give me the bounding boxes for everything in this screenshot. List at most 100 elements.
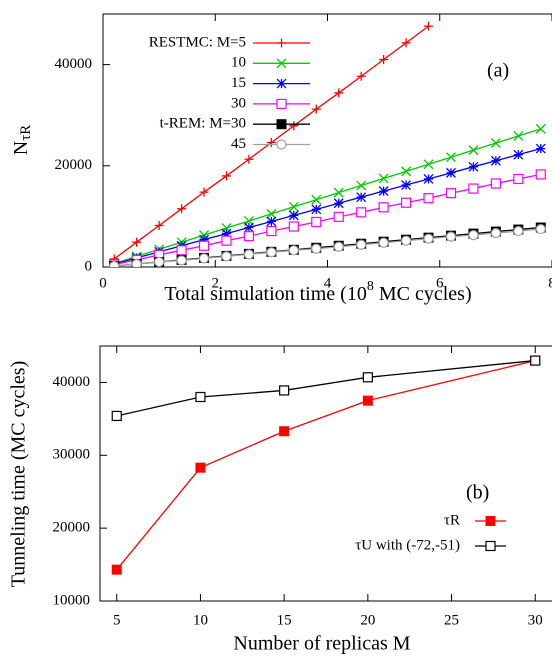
panel-label: (b) xyxy=(466,482,489,504)
marker xyxy=(243,222,254,233)
marker xyxy=(266,225,277,237)
y-axis-label: Tunneling time (MC cycles) xyxy=(8,361,30,587)
marker xyxy=(266,138,276,148)
marker xyxy=(468,230,479,241)
marker xyxy=(279,426,290,437)
marker xyxy=(446,152,456,163)
x-label-main: Total simulation time (10 xyxy=(164,283,366,305)
y-tick-label: 30000 xyxy=(53,447,91,463)
marker xyxy=(199,234,209,245)
x-tick-label: 6 xyxy=(436,275,444,291)
marker xyxy=(490,227,501,239)
marker xyxy=(362,372,373,383)
y-tick-label: 40000 xyxy=(55,56,93,72)
marker xyxy=(289,121,299,131)
marker xyxy=(530,355,541,366)
marker xyxy=(446,167,456,178)
marker xyxy=(334,88,344,98)
x-tick-label: 5 xyxy=(113,612,121,628)
marker xyxy=(132,237,142,247)
x-tick-label: 25 xyxy=(444,612,459,628)
marker xyxy=(490,178,501,189)
marker xyxy=(535,169,546,180)
marker xyxy=(288,210,299,221)
marker xyxy=(176,255,187,266)
series-line xyxy=(114,147,541,265)
y-tick-label: 40000 xyxy=(53,374,91,390)
marker xyxy=(154,221,164,231)
marker xyxy=(401,166,412,177)
legend-label: τR xyxy=(444,512,460,528)
marker xyxy=(195,391,206,403)
marker xyxy=(400,235,412,246)
plot-area xyxy=(109,21,546,267)
y-label-sub: τR xyxy=(18,125,34,141)
legend-label: 30 xyxy=(231,95,246,111)
marker xyxy=(379,55,389,65)
marker xyxy=(221,228,232,239)
marker xyxy=(176,245,187,256)
marker xyxy=(513,225,524,237)
marker xyxy=(311,104,321,114)
marker xyxy=(199,187,209,197)
marker xyxy=(513,130,524,141)
y-label-main: N xyxy=(10,141,32,155)
panel-label: (a) xyxy=(487,60,509,82)
marker xyxy=(109,260,120,267)
marker xyxy=(276,98,287,110)
marker xyxy=(288,221,299,232)
marker xyxy=(401,180,412,190)
marker xyxy=(356,192,367,203)
x-tick-label: 20 xyxy=(360,612,375,628)
marker xyxy=(356,239,367,250)
marker xyxy=(356,180,367,191)
marker xyxy=(276,139,287,150)
marker xyxy=(513,173,524,185)
marker xyxy=(111,410,122,422)
marker xyxy=(513,149,524,160)
marker xyxy=(276,119,287,130)
x-tick-label: 30 xyxy=(528,612,543,628)
marker xyxy=(535,223,546,235)
marker xyxy=(468,161,479,172)
marker xyxy=(468,183,479,194)
marker xyxy=(485,540,496,552)
marker xyxy=(356,207,367,218)
marker xyxy=(333,198,344,209)
x-label-end: MC cycles) xyxy=(374,283,472,305)
marker xyxy=(485,516,496,526)
marker xyxy=(276,58,287,69)
marker xyxy=(131,258,142,267)
marker xyxy=(535,143,546,154)
x-tick-label: 2 xyxy=(212,275,220,291)
marker xyxy=(243,231,255,242)
x-tick-label: 10 xyxy=(193,612,208,628)
marker xyxy=(199,230,209,241)
marker xyxy=(279,385,290,396)
marker xyxy=(221,171,231,181)
marker xyxy=(221,235,232,246)
plot-area xyxy=(111,355,541,575)
x-tick-label: 15 xyxy=(277,612,292,628)
marker xyxy=(311,204,322,215)
marker xyxy=(423,173,434,184)
marker xyxy=(195,462,206,473)
marker xyxy=(311,194,322,205)
plot-frame xyxy=(102,13,552,268)
marker xyxy=(445,188,457,199)
marker xyxy=(221,251,232,262)
marker xyxy=(424,21,434,31)
marker xyxy=(401,38,411,48)
marker xyxy=(177,204,187,214)
legend-label: t-REM: M=30 xyxy=(160,116,246,132)
marker xyxy=(535,123,546,134)
legend-label: 10 xyxy=(231,55,246,71)
x-tick-label: 8 xyxy=(548,275,552,291)
legend-label: 15 xyxy=(231,75,246,91)
marker xyxy=(362,395,373,406)
marker xyxy=(468,145,479,156)
marker xyxy=(154,256,165,267)
marker xyxy=(276,78,287,89)
marker xyxy=(378,173,389,184)
